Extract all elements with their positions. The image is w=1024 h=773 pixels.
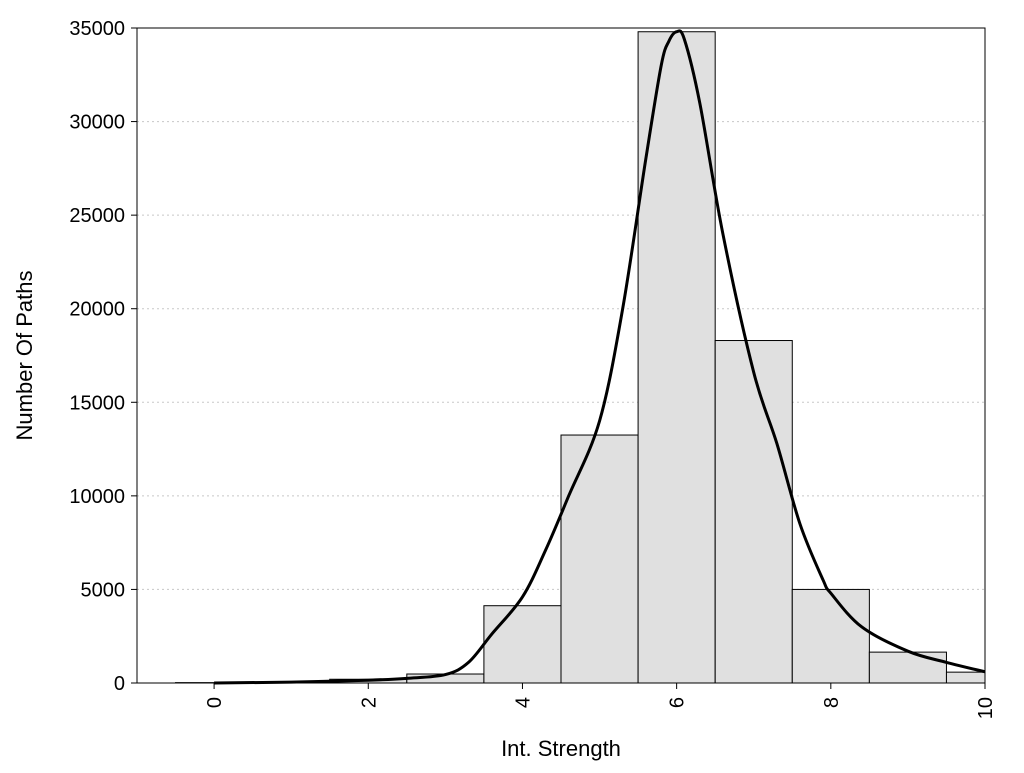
histogram-bar xyxy=(946,672,985,683)
histogram-bar xyxy=(715,341,792,683)
x-tick-label: 8 xyxy=(821,697,843,708)
x-tick-label: 10 xyxy=(975,697,997,719)
bars-layer xyxy=(176,32,985,683)
x-tick-label: 4 xyxy=(512,697,534,708)
x-tick-label: 0 xyxy=(204,697,226,708)
y-axis-title: Number Of Paths xyxy=(12,271,37,441)
x-axis-title: Int. Strength xyxy=(501,736,621,761)
y-tick-label: 5000 xyxy=(81,579,126,601)
y-tick-label: 10000 xyxy=(69,486,125,508)
x-tick-label: 2 xyxy=(358,697,380,708)
y-tick-label: 30000 xyxy=(69,112,125,134)
histogram-bar xyxy=(869,652,946,683)
y-tick-label: 20000 xyxy=(69,299,125,321)
histogram-bar xyxy=(484,606,561,683)
histogram-bar xyxy=(792,589,869,683)
y-tick-label: 35000 xyxy=(69,18,125,40)
x-tick-label: 6 xyxy=(667,697,689,708)
y-tick-label: 15000 xyxy=(69,392,125,414)
histogram-bar xyxy=(561,435,638,683)
y-tick-label: 25000 xyxy=(69,205,125,227)
y-tick-label: 0 xyxy=(114,673,125,695)
